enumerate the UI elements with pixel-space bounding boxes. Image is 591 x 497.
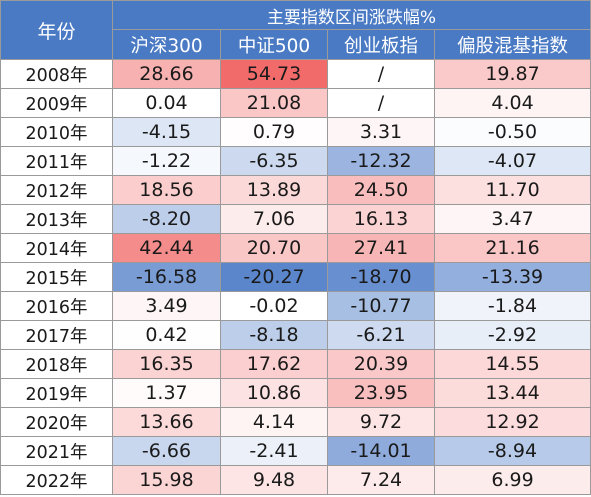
value-cell-zz500: 17.62 (220, 349, 328, 379)
value-cell-cyb: 7.24 (327, 465, 435, 495)
value-cell-cyb: -18.70 (327, 262, 435, 292)
value-cell-zz500: -0.02 (220, 291, 328, 321)
table-row: 2020年 13.66 4.14 9.72 12.92 (0, 407, 591, 437)
table-row: 2022年 15.98 9.48 7.24 6.99 (0, 465, 591, 495)
value-cell-zz500: 21.08 (220, 88, 328, 118)
year-cell: 2012年 (0, 175, 113, 205)
value-cell-zz500: 0.79 (220, 117, 328, 147)
value-cell-hs300: -16.58 (112, 262, 221, 292)
table-row: 2019年 1.37 10.86 23.95 13.44 (0, 378, 591, 408)
value-cell-hs300: -6.66 (112, 436, 221, 466)
year-cell: 2018年 (0, 349, 113, 379)
value-cell-hs300: 13.66 (112, 407, 221, 437)
table-row: 2012年 18.56 13.89 24.50 11.70 (0, 175, 591, 205)
value-cell-zz500: -6.35 (220, 146, 328, 176)
value-cell-hs300: -4.15 (112, 117, 221, 147)
value-cell-zz500: -20.27 (220, 262, 328, 292)
year-cell: 2011年 (0, 146, 113, 176)
year-cell: 2010年 (0, 117, 113, 147)
table-row: 2014年 42.44 20.70 27.41 21.16 (0, 233, 591, 263)
table-row: 2009年 0.04 21.08/4.04 (0, 88, 591, 118)
table-row: 2011年 -1.22 -6.35 -12.32 -4.07 (0, 146, 591, 176)
value-cell-pgh: -1.84 (433, 291, 591, 321)
value-cell-hs300: 42.44 (112, 233, 221, 263)
value-cell-cyb: -12.32 (327, 146, 435, 176)
table-row: 2017年 0.42 -8.18 -6.21 -2.92 (0, 320, 591, 350)
table-row: 2015年 -16.58 -20.27 -18.70 -13.39 (0, 262, 591, 292)
value-cell-cyb: -6.21 (327, 320, 435, 350)
value-cell-pgh: 12.92 (433, 407, 591, 437)
table-row: 2016年 3.49 -0.02 -10.77 -1.84 (0, 291, 591, 321)
value-cell-pgh: -2.92 (433, 320, 591, 350)
value-cell-hs300: -1.22 (112, 146, 221, 176)
value-cell-zz500: 20.70 (220, 233, 328, 263)
value-cell-hs300: 0.04 (112, 88, 221, 118)
value-cell-hs300: 0.42 (112, 320, 221, 350)
value-cell-hs300: 15.98 (112, 465, 221, 495)
table-row: 2018年 16.35 17.62 20.39 14.55 (0, 349, 591, 379)
column-header-zz500: 中证500 (220, 29, 328, 60)
value-cell-pgh: 19.87 (433, 59, 591, 89)
table-row: 2010年 -4.15 0.79 3.31 -0.50 (0, 117, 591, 147)
value-cell-pgh: 13.44 (433, 378, 591, 408)
value-cell-cyb: 24.50 (327, 175, 435, 205)
year-cell: 2022年 (0, 465, 113, 495)
value-cell-zz500: 4.14 (220, 407, 328, 437)
value-cell-pgh: 21.16 (433, 233, 591, 263)
value-cell-pgh: 3.47 (433, 204, 591, 234)
value-cell-hs300: 18.56 (112, 175, 221, 205)
value-cell-cyb: 20.39 (327, 349, 435, 379)
value-cell-zz500: 13.89 (220, 175, 328, 205)
year-cell: 2014年 (0, 233, 113, 263)
value-cell-pgh: -8.94 (433, 436, 591, 466)
year-cell: 2019年 (0, 378, 113, 408)
year-cell: 2013年 (0, 204, 113, 234)
column-header-cyb: 创业板指 (327, 29, 435, 60)
value-cell-hs300: -8.20 (112, 204, 221, 234)
value-cell-cyb: 3.31 (327, 117, 435, 147)
value-cell-zz500: 54.73 (220, 59, 328, 89)
value-cell-cyb: 16.13 (327, 204, 435, 234)
year-cell: 2008年 (0, 59, 113, 89)
table-row: 2008年 28.66 54.73/19.87 (0, 59, 591, 89)
value-cell-pgh: 14.55 (433, 349, 591, 379)
year-cell: 2016年 (0, 291, 113, 321)
column-header-hs300: 沪深300 (112, 29, 221, 60)
year-cell: 2017年 (0, 320, 113, 350)
value-cell-pgh: -0.50 (433, 117, 591, 147)
value-cell-pgh: 4.04 (433, 88, 591, 118)
value-cell-hs300: 28.66 (112, 59, 221, 89)
value-cell-zz500: 7.06 (220, 204, 328, 234)
table-row: 2013年 -8.20 7.06 16.13 3.47 (0, 204, 591, 234)
value-cell-pgh: -4.07 (433, 146, 591, 176)
value-cell-cyb: / (327, 88, 435, 118)
value-cell-cyb: 9.72 (327, 407, 435, 437)
year-cell: 2015年 (0, 262, 113, 292)
value-cell-cyb: 27.41 (327, 233, 435, 263)
value-cell-hs300: 1.37 (112, 378, 221, 408)
column-header-pgh: 偏股混基指数 (433, 29, 591, 60)
group-header: 主要指数区间涨跌幅% (111, 0, 591, 30)
value-cell-cyb: -10.77 (327, 291, 435, 321)
year-cell: 2020年 (0, 407, 113, 437)
year-column-header: 年份 (0, 0, 113, 60)
value-cell-hs300: 3.49 (112, 291, 221, 321)
value-cell-cyb: 23.95 (327, 378, 435, 408)
value-cell-zz500: 10.86 (220, 378, 328, 408)
value-cell-zz500: -2.41 (220, 436, 328, 466)
table-row: 2021年 -6.66 -2.41 -14.01 -8.94 (0, 436, 591, 466)
year-cell: 2021年 (0, 436, 113, 466)
value-cell-hs300: 16.35 (112, 349, 221, 379)
value-cell-zz500: -8.18 (220, 320, 328, 350)
value-cell-pgh: 11.70 (433, 175, 591, 205)
value-cell-cyb: / (327, 59, 435, 89)
year-cell: 2009年 (0, 88, 113, 118)
value-cell-cyb: -14.01 (327, 436, 435, 466)
value-cell-zz500: 9.48 (220, 465, 328, 495)
value-cell-pgh: -13.39 (433, 262, 591, 292)
value-cell-pgh: 6.99 (433, 465, 591, 495)
